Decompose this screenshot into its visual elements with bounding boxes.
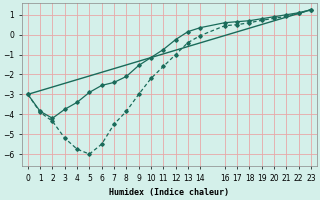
- X-axis label: Humidex (Indice chaleur): Humidex (Indice chaleur): [109, 188, 229, 197]
